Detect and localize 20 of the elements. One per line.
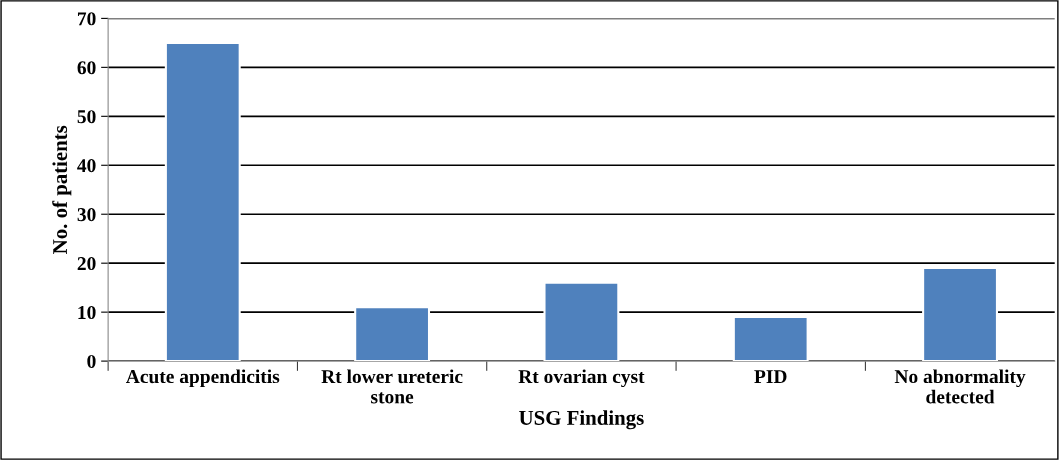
x-tick-label: PID bbox=[754, 370, 787, 383]
x-axis-title: USG Findings bbox=[519, 410, 644, 430]
bar bbox=[354, 306, 431, 362]
y-tick-label: 0 bbox=[87, 354, 96, 369]
y-tick-label: 60 bbox=[77, 61, 96, 75]
x-tick-label: Rt ovarian cyst bbox=[518, 369, 645, 388]
bar bbox=[732, 316, 809, 362]
y-tick-label: 50 bbox=[77, 110, 96, 124]
x-tick-label: Acute appendicitis bbox=[126, 369, 280, 388]
y-tick-label: 40 bbox=[77, 159, 96, 173]
bar bbox=[922, 267, 998, 362]
bar bbox=[543, 281, 620, 362]
y-tick-label: 30 bbox=[77, 208, 96, 222]
x-tick-label: No abnormality detected bbox=[894, 369, 1026, 404]
y-axis-title: No. of patients bbox=[52, 125, 72, 254]
y-tick-label: 10 bbox=[78, 305, 96, 320]
y-tick-label: 20 bbox=[77, 257, 96, 271]
y-tick-label: 70 bbox=[77, 12, 96, 26]
bar bbox=[164, 41, 241, 362]
x-tick-label: Rt lower ureteric stone bbox=[321, 369, 463, 404]
